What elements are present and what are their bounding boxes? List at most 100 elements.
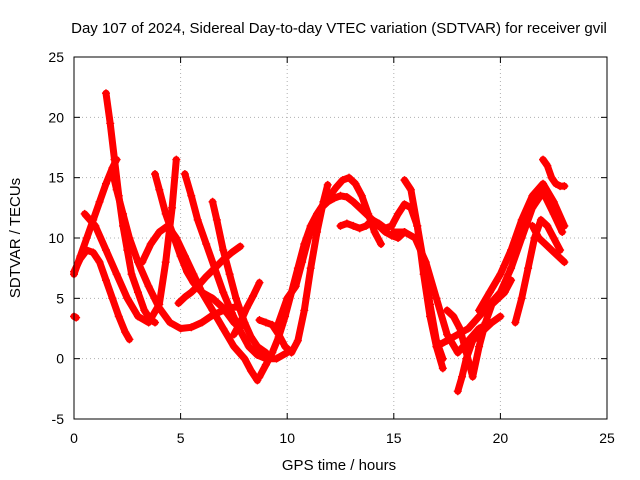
data-point	[114, 312, 123, 321]
data-point	[394, 209, 403, 218]
data-point	[443, 306, 452, 315]
data-point	[400, 176, 409, 185]
data-point	[304, 234, 313, 242]
data-point	[362, 221, 371, 230]
data-point	[187, 191, 196, 200]
data-point	[332, 183, 341, 192]
data-point	[240, 354, 249, 363]
data-point	[125, 234, 134, 242]
data-point	[464, 324, 473, 333]
data-point	[551, 179, 560, 188]
y-tick-label: 0	[56, 351, 64, 367]
y-tick-label: -5	[52, 411, 65, 427]
data-point	[76, 254, 85, 263]
series-track-25	[70, 312, 81, 322]
data-point	[219, 303, 228, 312]
series-track-24	[539, 155, 569, 191]
data-point	[180, 170, 189, 179]
data-point	[95, 197, 104, 206]
data-point	[253, 342, 262, 351]
y-axis-label: SDTVAR / TECUs	[7, 178, 24, 298]
x-tick-label: 0	[70, 430, 78, 446]
data-point	[219, 324, 228, 333]
data-point	[323, 197, 332, 206]
data-point	[443, 336, 452, 345]
data-point	[406, 185, 415, 194]
data-point	[541, 240, 550, 249]
data-point	[381, 224, 390, 233]
data-point	[127, 270, 136, 279]
data-point	[539, 155, 548, 164]
data-point	[227, 308, 236, 317]
data-point	[411, 234, 420, 242]
data-point	[212, 215, 221, 224]
data-point	[368, 215, 377, 224]
data-point	[458, 372, 467, 381]
data-point	[330, 194, 339, 203]
data-point	[144, 282, 153, 291]
y-tick-label: 15	[48, 170, 64, 186]
data-point	[413, 221, 422, 230]
data-point	[560, 182, 569, 191]
series-track-14	[272, 191, 409, 333]
data-point	[281, 342, 290, 351]
data-point	[193, 215, 202, 224]
data-point	[268, 348, 277, 357]
data-point	[82, 246, 91, 255]
data-point	[539, 179, 548, 188]
data-point	[494, 294, 503, 303]
x-axis-label: GPS time / hours	[282, 457, 396, 474]
data-point	[72, 313, 81, 322]
data-point	[528, 191, 537, 200]
data-point	[165, 318, 174, 327]
data-point	[255, 278, 264, 287]
data-point	[272, 324, 281, 333]
data-point	[317, 203, 326, 212]
data-point	[168, 203, 177, 212]
data-point	[101, 89, 110, 98]
data-point	[543, 161, 552, 170]
data-point	[144, 318, 153, 327]
data-point	[202, 240, 211, 249]
data-point	[246, 366, 255, 375]
series-track-11	[229, 278, 264, 339]
data-point	[421, 258, 430, 267]
data-point	[155, 300, 164, 309]
data-point	[197, 318, 206, 327]
data-point	[119, 209, 128, 218]
data-point	[89, 248, 98, 257]
data-point	[101, 276, 110, 285]
data-point	[91, 221, 100, 230]
data-point	[475, 330, 484, 339]
chart-title: Day 107 of 2024, Sidereal Day-to-day VTE…	[71, 20, 607, 37]
data-point	[349, 221, 358, 230]
data-point	[362, 209, 371, 218]
data-point	[155, 227, 164, 236]
data-point	[170, 234, 179, 242]
series-track-13	[255, 180, 332, 357]
series-trace	[539, 156, 568, 190]
data-point	[543, 221, 552, 230]
data-point	[306, 264, 315, 273]
data-point	[253, 351, 262, 360]
data-point	[549, 197, 558, 206]
data-point	[400, 227, 409, 236]
data-point	[155, 185, 164, 194]
data-point	[370, 227, 379, 236]
data-point	[133, 288, 142, 297]
series-track-21	[475, 179, 569, 315]
data-point	[400, 200, 409, 209]
data-point	[338, 176, 347, 185]
data-point	[453, 348, 462, 357]
axis-ticks: 0 5 10 15 20 25 -5 0 5 10 15 20 25	[48, 49, 615, 446]
data-point	[291, 282, 300, 291]
data-point	[389, 227, 398, 236]
data-point	[560, 221, 569, 230]
data-point	[455, 324, 464, 333]
series-trace	[151, 170, 244, 332]
data-point	[246, 332, 255, 341]
data-point	[536, 215, 545, 224]
data-point	[432, 342, 441, 351]
data-point	[244, 342, 253, 351]
data-point	[355, 224, 364, 233]
